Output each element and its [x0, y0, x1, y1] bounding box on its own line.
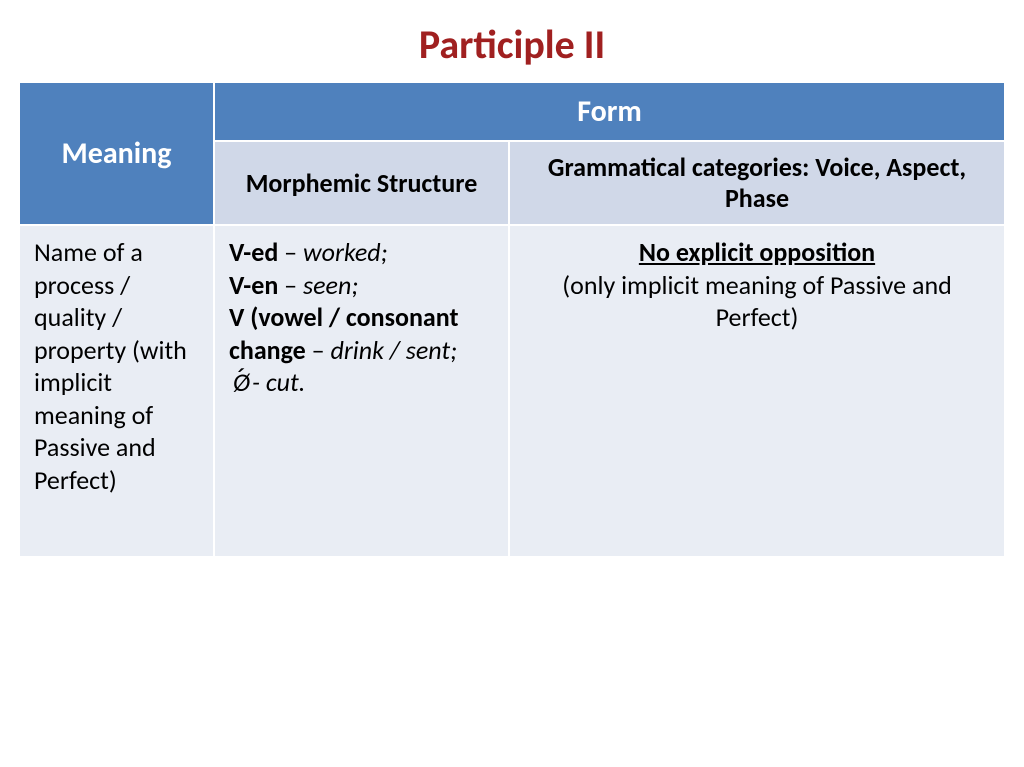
morph-l2-dash: – — [278, 269, 303, 301]
header-meaning: Meaning — [19, 82, 214, 225]
header-form: Form — [214, 82, 1005, 141]
subheader-grammatical: Grammatical categories: Voice, Aspect, P… — [509, 141, 1005, 225]
cell-grammatical: No explicit opposition (only implicit me… — [509, 225, 1005, 557]
cell-meaning: Name of a process / quality / property (… — [19, 225, 214, 557]
morph-l1-dash: – — [278, 236, 303, 268]
table-body-row: Name of a process / quality / property (… — [19, 225, 1005, 557]
participle-table: Meaning Form Morphemic Structure Grammat… — [18, 81, 1006, 558]
cell-morphemic: V-ed – worked; V-en – seen; V (vowel / c… — [214, 225, 509, 557]
table-header-row-1: Meaning Form — [19, 82, 1005, 141]
page-title: Participle II — [18, 20, 1006, 69]
morph-l2-ital: seen; — [303, 269, 358, 301]
gram-line2: (only implicit meaning of Passive and Pe… — [562, 269, 952, 334]
subheader-morphemic: Morphemic Structure — [214, 141, 509, 225]
morph-l2-bold: V-en — [229, 269, 278, 301]
morph-l3-dash: – — [306, 334, 331, 366]
morph-l4-sym: Ǿ - — [229, 366, 266, 398]
gram-line1: No explicit opposition — [639, 236, 875, 268]
morph-l1-bold: V-ed — [229, 236, 278, 268]
morph-l4-ital: cut. — [266, 366, 305, 398]
morph-l1-ital: worked; — [303, 236, 388, 268]
morph-l3-ital: drink / sent; — [330, 334, 457, 366]
